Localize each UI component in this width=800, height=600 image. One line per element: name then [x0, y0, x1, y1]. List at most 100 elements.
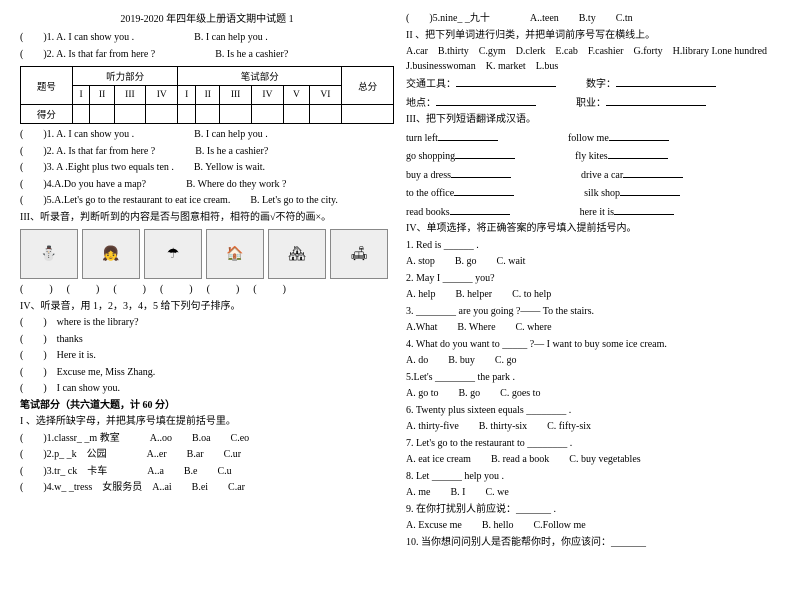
col: II — [90, 86, 114, 105]
p4a: to the office — [406, 188, 454, 199]
table-row: 题号 听力部分 笔试部分 总分 — [21, 67, 394, 86]
l4: ( )4.A.Do you have a map? B. Where do th… — [20, 178, 394, 193]
blank — [620, 185, 680, 196]
sec-iv-r: IV、单项选择，将正确答案的序号填入提前括号内。 — [406, 222, 780, 237]
p3: buy a dress drive a car — [406, 167, 780, 184]
col: II — [196, 86, 220, 105]
c2b: A..er B.ar C.ur — [147, 449, 241, 460]
l5: ( )5.A.Let's go to the restaurant to eat… — [20, 194, 394, 209]
listen-hdr: 听力部分 — [72, 67, 178, 86]
blank — [450, 204, 510, 215]
m7o: A. eat ice cream B. read a book C. buy v… — [406, 453, 780, 468]
s1: ( ) where is the library? — [20, 316, 394, 331]
p3b: drive a car — [581, 170, 623, 181]
c1: ( )1.classr_ _m 教室 A..oo B.oa C.eo — [20, 432, 394, 447]
table-row: 得分 — [21, 105, 394, 124]
cat2a: 地点： — [406, 98, 436, 109]
c3: ( )3.tr_ ck 卡车 A..a B.e C.u — [20, 465, 394, 480]
row-label: 题号 — [21, 67, 73, 105]
m1o: A. stop B. go C. wait — [406, 255, 780, 270]
table-row: I II III IV I II III IV V VI — [21, 86, 394, 105]
cat2: 地点： 职业： — [406, 95, 780, 112]
m6o: A. thirty-five B. thirty-six C. fifty-si… — [406, 420, 780, 435]
p3a: buy a dress — [406, 170, 451, 181]
page: 2019-2020 年四年级上册语文期中试题 1 ( )1. A. I can … — [0, 0, 800, 600]
sec-iv: IV、听录音，用 1，2，3，4，5 给下列句子排序。 — [20, 300, 394, 315]
score-table: 题号 听力部分 笔试部分 总分 I II III IV I II III IV … — [20, 66, 394, 124]
written-hdr: 笔试部分（共六道大题，计 60 分） — [20, 399, 394, 414]
blank — [609, 130, 669, 141]
sec-i: I 、选择所缺字母，并把其序号填在提前括号里。 — [20, 415, 394, 430]
right-column: ( )5.nine_ _九十 A..teen B.ty C.tn II 、把下列… — [400, 10, 786, 590]
m9o: A. Excuse me B. hello C.Follow me — [406, 519, 780, 534]
blank — [623, 167, 683, 178]
m4o: A. do B. buy C. go — [406, 354, 780, 369]
c5a: ( )5.nine_ _九十 — [406, 13, 490, 24]
col: V — [284, 86, 310, 105]
c3b: A..a B.e C.u — [147, 466, 231, 477]
qA1: ( )1. A. I can show you . B. I can help … — [20, 31, 394, 46]
col: III — [220, 86, 251, 105]
c4: ( )4.w_ _tress 女服务员 A..ai B.ei C.ar — [20, 481, 394, 496]
sec-iii-r: III、把下列短语翻译成汉语。 — [406, 113, 780, 128]
blank — [436, 95, 536, 106]
cat1b: 数字： — [586, 79, 616, 90]
sec-ii: II 、把下列单词进行归类，并把单词前序号写在横线上。 — [406, 29, 780, 44]
cat1: 交通工具： 数字： — [406, 76, 780, 93]
written-hdr: 笔试部分 — [178, 67, 342, 86]
m3o: A.What B. Where C. where — [406, 321, 780, 336]
left-column: 2019-2020 年四年级上册语文期中试题 1 ( )1. A. I can … — [14, 10, 400, 590]
s5: ( ) I can show you. — [20, 382, 394, 397]
thumb-snowman: ⛄ — [20, 229, 78, 279]
blank — [614, 204, 674, 215]
c2: ( )2.p_ _k 公园 A..er B.ar C.ur — [20, 448, 394, 463]
m4: 4. What do you want to _____ ?— I want t… — [406, 338, 780, 353]
p2a: go shopping — [406, 151, 455, 162]
col: I — [178, 86, 196, 105]
c4a: ( )4.w_ _tress 女服务员 — [20, 482, 142, 493]
p5b: here it is — [580, 207, 614, 218]
m10: 10. 当你想问问别人是否能帮你时，你应该问：_______ — [406, 536, 780, 551]
thumb-room: 🛋 — [330, 229, 388, 279]
s4: ( ) Excuse me, Miss Zhang. — [20, 366, 394, 381]
m2o: A. help B. helper C. to help — [406, 288, 780, 303]
s2: ( ) thanks — [20, 333, 394, 348]
p4: to the office silk shop — [406, 185, 780, 202]
blank — [608, 148, 668, 159]
p1a: turn left — [406, 133, 438, 144]
c3a: ( )3.tr_ ck 卡车 — [20, 466, 107, 477]
c4b: A..ai B.ei C.ar — [152, 482, 245, 493]
blank — [456, 76, 556, 87]
total-hdr: 总分 — [342, 67, 394, 105]
l1: ( )1. A. I can show you . B. I can help … — [20, 128, 394, 143]
c2a: ( )2.p_ _k 公园 — [20, 449, 107, 460]
m6: 6. Twenty plus sixteen equals ________ . — [406, 404, 780, 419]
c5: ( )5.nine_ _九十 A..teen B.ty C.tn — [406, 12, 780, 27]
cat2b: 职业： — [576, 98, 606, 109]
m7: 7. Let's go to the restaurant to _______… — [406, 437, 780, 452]
blank — [451, 167, 511, 178]
col: I — [72, 86, 90, 105]
thumb-girl: 👧 — [82, 229, 140, 279]
col: IV — [146, 86, 178, 105]
c1b: A..oo B.oa C.eo — [150, 433, 249, 444]
c1a: ( )1.classr_ _m 教室 — [20, 433, 120, 444]
thumb-house: 🏠 — [206, 229, 264, 279]
p1b: follow me — [568, 133, 609, 144]
cat1a: 交通工具： — [406, 79, 456, 90]
p2b: fly kites — [575, 151, 608, 162]
col: III — [114, 86, 145, 105]
blank — [455, 148, 515, 159]
blank — [606, 95, 706, 106]
sec-iii: III、听录音，判断听到的内容是否与图意相符，相符的画√不符的画×。 — [20, 211, 394, 226]
m2: 2. May I ______ you? — [406, 272, 780, 287]
score-label: 得分 — [21, 105, 73, 124]
bracket-row: ( ) ( ) ( ) ( ) ( ) ( ) — [20, 283, 394, 298]
blank — [616, 76, 716, 87]
p5a: read books — [406, 207, 450, 218]
col: IV — [251, 86, 283, 105]
m1: 1. Red is ______ . — [406, 239, 780, 254]
m8o: A. me B. I C. we — [406, 486, 780, 501]
p1: turn left follow me — [406, 130, 780, 147]
blank — [438, 130, 498, 141]
